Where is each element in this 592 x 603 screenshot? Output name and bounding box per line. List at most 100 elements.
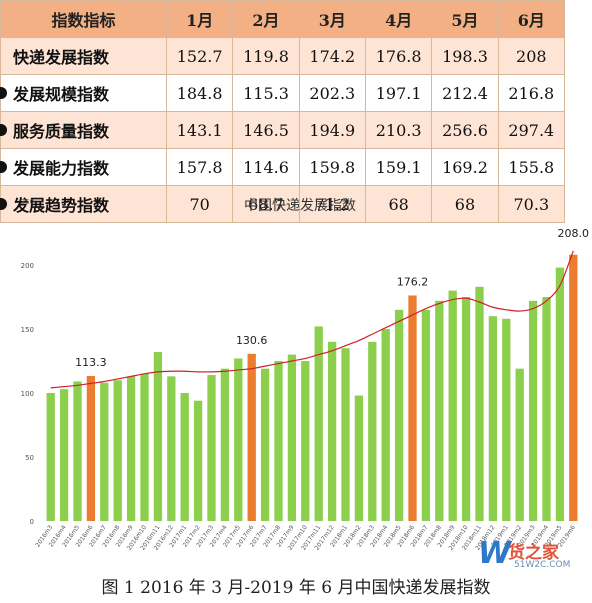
data-label: 176.2 xyxy=(397,275,429,288)
bar xyxy=(394,309,404,521)
y-tick-label: 50 xyxy=(25,454,34,462)
table-cell: 155.8 xyxy=(497,148,566,186)
bar xyxy=(475,286,484,521)
header-cell: 指数指标 xyxy=(0,0,167,38)
table-cell: 159.8 xyxy=(298,148,366,186)
bar xyxy=(260,368,270,521)
table-row: 发展趋势指数 70 68.7 71.2 68 68 70.3 xyxy=(0,185,566,223)
header-cell: 6月 xyxy=(497,0,566,38)
bar-series xyxy=(46,254,578,521)
bullet-icon xyxy=(0,87,7,99)
bar-highlight xyxy=(408,295,417,521)
bar xyxy=(73,381,82,521)
bar xyxy=(314,326,323,521)
bar-highlight xyxy=(247,353,256,521)
table-cell: 174.2 xyxy=(298,37,366,75)
bar xyxy=(555,267,565,521)
bar xyxy=(502,318,511,521)
data-label: 113.3 xyxy=(75,356,107,369)
table-row: 发展能力指数 157.8 114.6 159.8 159.1 169.2 155… xyxy=(0,148,566,186)
header-cell: 3月 xyxy=(298,0,366,38)
table-cell: 68 xyxy=(431,185,499,223)
bar xyxy=(167,376,176,521)
bar xyxy=(220,368,230,521)
table-cell: 197.1 xyxy=(364,74,433,112)
table-cell: 198.3 xyxy=(431,37,499,75)
table-cell: 143.1 xyxy=(165,111,234,149)
y-tick-label: 0 xyxy=(30,518,34,526)
table-cell: 68 xyxy=(364,185,433,223)
bar xyxy=(488,316,498,521)
bar xyxy=(461,297,471,521)
y-tick-label: 250 xyxy=(21,198,34,206)
logo-name: 货之家 xyxy=(508,543,559,563)
table-cell: 210.3 xyxy=(364,111,433,149)
table-cell: 146.5 xyxy=(232,111,300,149)
bar xyxy=(126,376,136,521)
row-label: 快递发展指数 xyxy=(0,37,167,75)
trend-curve xyxy=(50,250,574,389)
chart-title: 中国快递发展指数 xyxy=(244,198,356,214)
data-label: 208.0 xyxy=(558,227,590,240)
bar xyxy=(368,341,377,521)
bar xyxy=(542,297,551,521)
table-cell: 71.2 xyxy=(298,185,366,223)
bar xyxy=(354,395,364,521)
bar-highlight xyxy=(86,375,96,521)
bar xyxy=(59,389,69,521)
bar xyxy=(46,393,55,521)
bar xyxy=(448,290,457,521)
row-label: 服务质量指数 xyxy=(0,111,167,149)
bar xyxy=(301,361,310,521)
bar xyxy=(341,348,350,521)
bullet-icon xyxy=(0,161,7,173)
bar xyxy=(207,375,216,521)
table-row: 发展规模指数 184.8 115.3 202.3 197.1 212.4 216… xyxy=(0,74,566,112)
header-cell: 4月 xyxy=(364,0,433,38)
bar xyxy=(327,341,337,521)
table-row: 服务质量指数 143.1 146.5 194.9 210.3 256.6 297… xyxy=(0,111,566,149)
bar xyxy=(100,382,109,521)
table-cell: 68.7 xyxy=(232,185,300,223)
bar xyxy=(287,354,297,521)
header-cell: 2月 xyxy=(232,0,300,38)
table-cell: 159.1 xyxy=(364,148,433,186)
table-row: 快递发展指数 152.7 119.8 174.2 176.8 198.3 208 xyxy=(0,37,566,75)
bar xyxy=(515,368,524,521)
bar xyxy=(274,361,283,521)
table-header-row: 指数指标 1月 2月 3月 4月 5月 6月 xyxy=(0,0,566,38)
bar xyxy=(180,393,189,521)
table-cell: 115.3 xyxy=(232,74,300,112)
table-cell: 194.9 xyxy=(298,111,366,149)
bar xyxy=(381,329,390,521)
bullet-icon xyxy=(0,124,7,136)
bar xyxy=(234,358,243,521)
row-label: 发展趋势指数 xyxy=(0,185,167,223)
table-cell: 184.8 xyxy=(165,74,234,112)
table-cell: 216.8 xyxy=(497,74,566,112)
y-axis: 0 50 100 150 200 250 xyxy=(21,198,34,526)
watermark-logo: W 货之家 51W2C.COM xyxy=(478,534,578,576)
table-cell: 202.3 xyxy=(298,74,366,112)
trend-line xyxy=(50,250,574,389)
figure-caption: 图 1 2016 年 3 月-2019 年 6 月中国快递发展指数 xyxy=(101,578,491,598)
annotations: 113.3 130.6 176.2 208.0 xyxy=(75,227,589,369)
y-tick-label: 150 xyxy=(21,326,34,334)
row-label: 发展规模指数 xyxy=(0,74,167,112)
table-cell: 70 xyxy=(165,185,234,223)
index-table: 指数指标 1月 2月 3月 4月 5月 6月 快递发展指数 152.7 119.… xyxy=(0,0,566,223)
bar xyxy=(421,309,431,521)
y-tick-label: 200 xyxy=(21,262,34,270)
table-cell: 114.6 xyxy=(232,148,300,186)
bar xyxy=(140,373,149,521)
table-cell: 152.7 xyxy=(165,37,234,75)
header-cell: 5月 xyxy=(431,0,499,38)
row-label: 发展能力指数 xyxy=(0,148,167,186)
y-tick-label: 100 xyxy=(21,390,34,398)
bar-highlight xyxy=(569,254,578,521)
table-cell: 297.4 xyxy=(497,111,566,149)
table-cell: 119.8 xyxy=(232,37,300,75)
bullet-icon xyxy=(0,198,7,210)
table-cell: 176.8 xyxy=(364,37,433,75)
bar xyxy=(193,400,203,521)
